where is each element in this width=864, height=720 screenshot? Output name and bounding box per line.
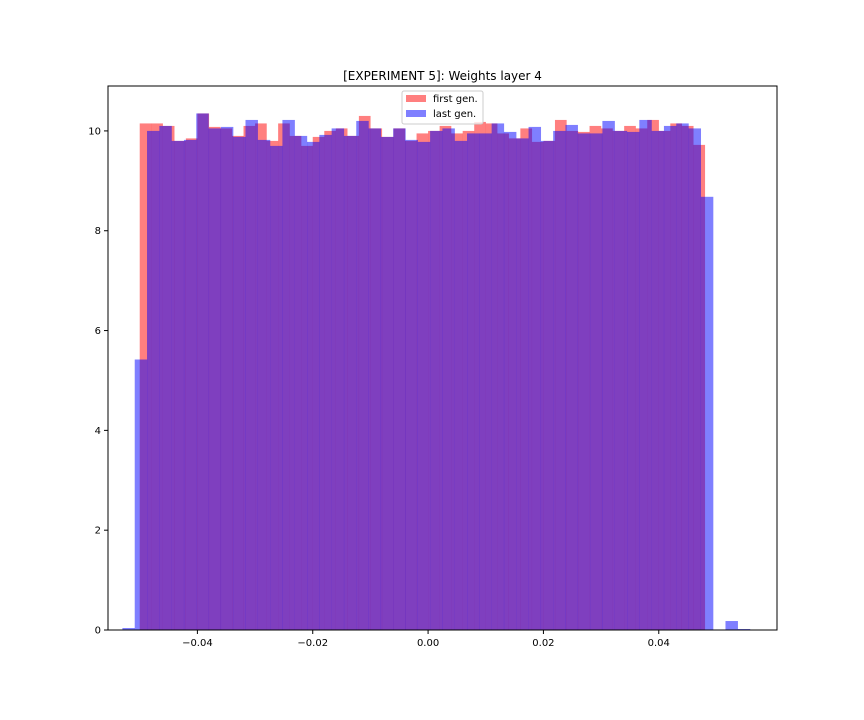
histogram-bar [356, 120, 369, 630]
histogram-bar [307, 141, 320, 630]
histogram-bar [417, 141, 431, 630]
axes-frame [107, 85, 778, 631]
histogram-bar [270, 145, 283, 630]
histogram-bar [220, 126, 234, 631]
histogram-bar [528, 126, 542, 631]
y-tick-label: 6 [95, 326, 101, 337]
histogram-bar [147, 130, 160, 631]
histogram-bar [553, 130, 566, 631]
histogram-bar [294, 135, 308, 630]
x-tick-label: 0.02 [532, 638, 554, 649]
histogram-bar [442, 128, 455, 631]
legend-swatch [406, 95, 426, 102]
histogram-bar [467, 133, 480, 630]
histogram-bar [602, 120, 615, 630]
axes [107, 85, 778, 631]
histogram-bar [122, 628, 135, 630]
y-axis-ticks: 0 2 4 6 8 10 [88, 126, 108, 637]
x-tick-label: −0.04 [182, 638, 213, 649]
histogram-bar [257, 139, 271, 630]
histogram-bar [405, 139, 418, 630]
histogram-bar [393, 128, 406, 631]
histogram-bar [491, 123, 505, 631]
histogram-bar [319, 134, 332, 630]
histogram-bar [627, 131, 640, 631]
histogram-bar [343, 135, 357, 630]
histogram-bar [700, 196, 714, 631]
histogram-bar [233, 136, 246, 630]
histogram-bar [282, 119, 295, 630]
x-axis-ticks: −0.04 −0.02 0.00 0.02 0.04 [182, 630, 670, 649]
histogram-bar [380, 136, 394, 630]
histogram-bar [639, 119, 652, 630]
histogram-bar [159, 125, 172, 631]
series-last-gen [122, 113, 751, 631]
histogram-bar [663, 125, 677, 631]
histogram-bar [590, 133, 603, 630]
x-tick-label: 0.04 [648, 638, 670, 649]
histogram-bar [331, 128, 345, 631]
y-tick-label: 0 [95, 626, 101, 637]
y-tick-label: 10 [88, 126, 101, 137]
histogram-bar [540, 140, 554, 630]
histogram-bar [245, 119, 258, 630]
legend: first gen. last gen. [401, 90, 484, 125]
legend-swatch [406, 110, 426, 117]
histogram-bar [171, 140, 185, 630]
histogram-bar [454, 140, 468, 630]
y-tick-label: 4 [95, 426, 101, 437]
histogram-bar [651, 130, 665, 631]
histogram-bar [134, 359, 148, 630]
y-tick-label: 8 [95, 226, 101, 237]
histogram-bar [577, 133, 591, 630]
histogram-bar [565, 124, 578, 631]
histogram-bar [430, 130, 443, 631]
x-tick-label: 0.00 [417, 638, 439, 649]
histogram-bar [208, 128, 222, 631]
legend-label: first gen. [433, 94, 478, 105]
histogram-bar [725, 621, 738, 630]
x-tick-label: −0.02 [297, 638, 328, 649]
legend-label: last gen. [433, 109, 476, 120]
chart-title: [EXPERIMENT 5]: Weights layer 4 [343, 69, 542, 83]
histogram-bar [368, 128, 382, 631]
histogram-bar [479, 133, 492, 630]
histogram-bar [516, 138, 529, 630]
histogram-bar [688, 128, 702, 631]
histogram-bar [196, 113, 209, 630]
histogram-bar [503, 131, 517, 631]
histogram-bar [676, 123, 689, 631]
histogram-bar [614, 130, 628, 631]
y-tick-label: 2 [95, 526, 101, 537]
histogram-bar [183, 139, 197, 630]
